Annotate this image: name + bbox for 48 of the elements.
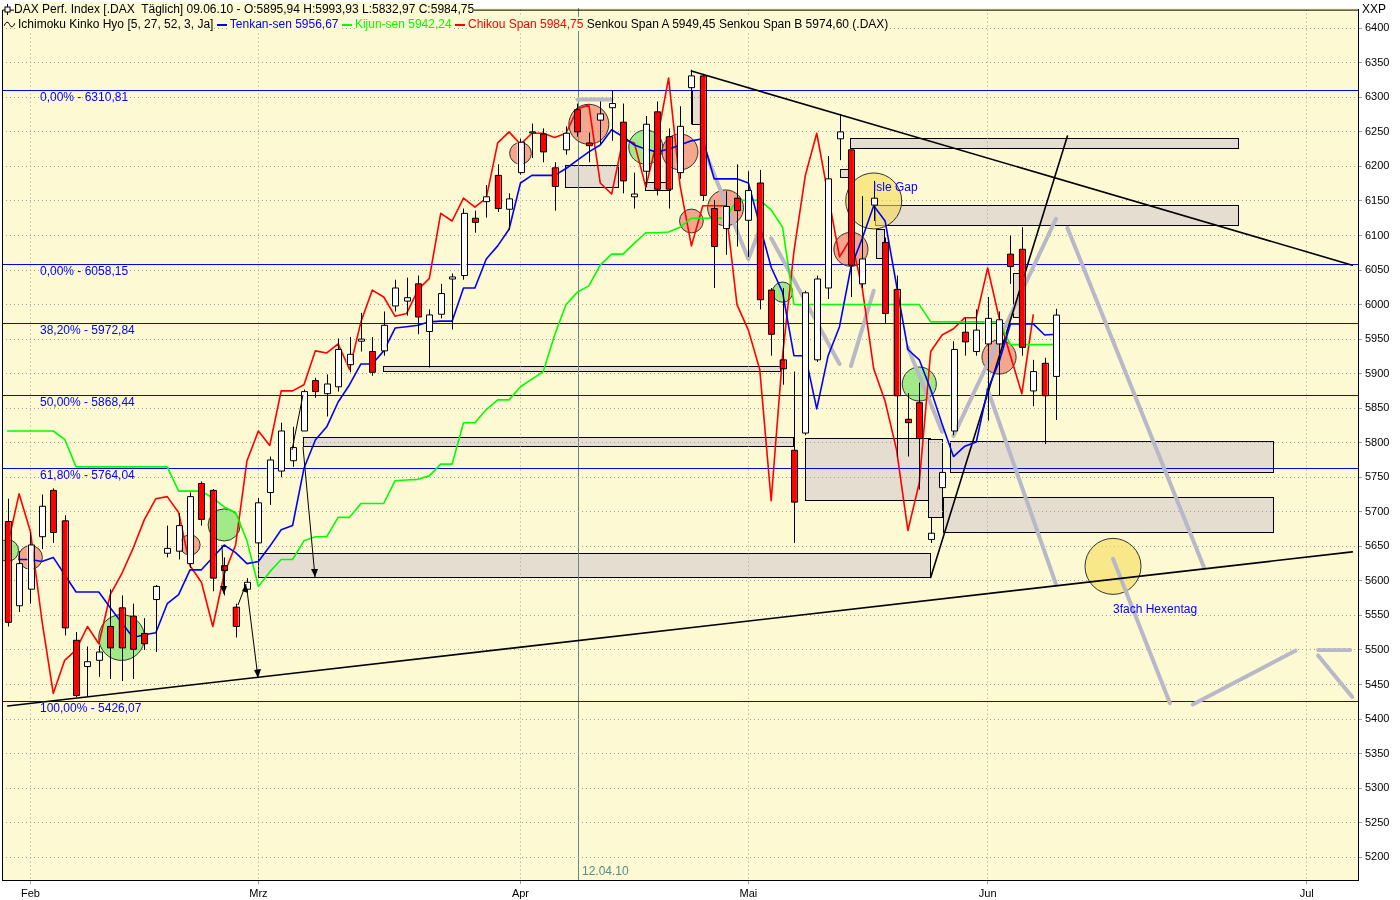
x-tick-label: Jul <box>1299 886 1314 899</box>
y-tick-label: 5450 <box>1365 677 1390 690</box>
y-tick-label: 6150 <box>1365 193 1390 206</box>
y-tick-label: 5950 <box>1365 332 1390 345</box>
y-tick-label: 6050 <box>1365 263 1390 276</box>
y-tick-label: 5600 <box>1365 573 1390 586</box>
y-tick-label: 6000 <box>1365 297 1390 310</box>
legend-label: Chikou Span 5984,75 <box>467 17 584 31</box>
y-tick-label: 5800 <box>1365 435 1390 448</box>
y-tick-label: 6300 <box>1365 90 1390 103</box>
y-tick-label: 6100 <box>1365 228 1390 241</box>
y-tick-label: 6350 <box>1365 55 1390 68</box>
y-axis-title: XXP <box>1362 2 1387 16</box>
annotation: 0,00% - 6058,15 <box>40 264 129 279</box>
y-tick-label: 5500 <box>1365 643 1390 655</box>
y-tick-label: 5700 <box>1365 504 1390 517</box>
annotation: 100,00% - 5426,07 <box>40 701 142 716</box>
y-tick-label: 5650 <box>1365 539 1390 552</box>
legend-label: Tenkan-sen 5956,67 <box>229 17 339 31</box>
annotation: 61,80% - 5764,04 <box>40 468 136 483</box>
y-tick-label: 6400 <box>1365 21 1390 34</box>
annotation: 50,00% - 5868,44 <box>40 395 136 410</box>
x-tick-label: Mai <box>739 886 758 899</box>
y-tick-label: 5400 <box>1365 712 1390 725</box>
y-tick-label: 5300 <box>1365 781 1390 794</box>
annotation: Senkou Span B 5974,60 <box>718 17 849 31</box>
y-tick-label: 6250 <box>1365 124 1390 137</box>
annotation: 3fach Hexentag <box>1113 602 1198 616</box>
x-tick-label: Feb <box>21 886 40 899</box>
y-tick-label: 5550 <box>1365 608 1390 621</box>
annotation: 12.04.10 <box>580 864 631 878</box>
chart-title: DAX Perf. Index [.DAX Täglich] 09.06.10 - O:5895,94 H:5993,93 L:5832,97 C:5984,75 <box>14 2 475 16</box>
legend-title: Ichimoku Kinko Hyo [5, 27, 52, 3, Ja] <box>18 17 214 31</box>
y-tick-label: 5250 <box>1365 815 1390 828</box>
y-tick-label: 5350 <box>1365 746 1390 759</box>
annotation: 38,20% - 5972,84 <box>40 323 136 338</box>
y-tick-label: 5850 <box>1365 401 1390 414</box>
x-tick-label: Apr <box>511 886 530 899</box>
x-tick-label: Mrz <box>249 886 268 899</box>
annotation: 0,00% - 6310,81 <box>40 90 129 105</box>
x-tick-label: Jun <box>978 886 997 899</box>
annotation: (.DAX) <box>852 17 889 31</box>
legend-label: Kijun-sen 5942,24 <box>354 17 452 31</box>
y-tick-label: 5200 <box>1365 850 1390 863</box>
y-tick-label: 5900 <box>1365 366 1390 379</box>
y-tick-label: 6200 <box>1365 159 1390 172</box>
y-tick-label: 5750 <box>1365 470 1390 483</box>
annotation: Senkou Span A 5949,45 <box>586 17 716 31</box>
